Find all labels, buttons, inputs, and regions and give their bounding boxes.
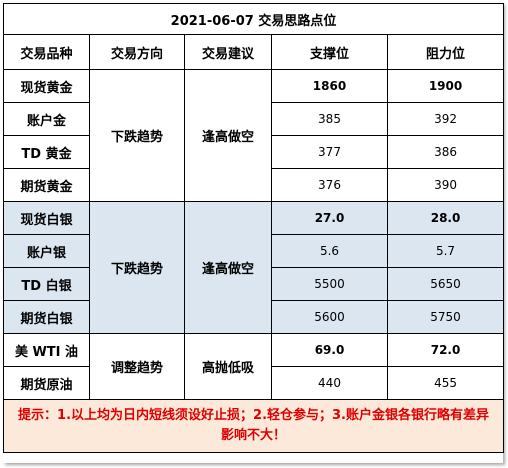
trading-levels-table-container: 2021-06-07 交易思路点位 交易品种 交易方向 交易建议 支撑位 阻力位… — [2, 3, 505, 463]
header-advice: 交易建议 — [184, 34, 272, 70]
trading-levels-table: 2021-06-07 交易思路点位 交易品种 交易方向 交易建议 支撑位 阻力位… — [2, 3, 505, 453]
product-cell: TD 黄金 — [3, 135, 90, 169]
product-cell: 美 WTI 油 — [3, 333, 90, 367]
advice-cell: 逢高做空 — [184, 69, 272, 202]
header-support: 支撑位 — [271, 34, 388, 70]
direction-cell: 调整趋势 — [89, 333, 185, 400]
support-cell: 5.6 — [271, 234, 388, 268]
support-cell: 69.0 — [271, 333, 388, 367]
support-cell: 27.0 — [271, 201, 388, 235]
product-cell: 账户金 — [3, 102, 90, 136]
support-cell: 1860 — [271, 69, 388, 103]
direction-cell: 下跌趋势 — [89, 201, 185, 334]
resistance-cell: 28.0 — [386, 201, 505, 235]
resistance-cell: 1900 — [386, 69, 505, 103]
table-row: TD 白银 5500 5650 — [3, 267, 505, 301]
table-row: 账户金 385 392 — [3, 102, 505, 136]
product-cell: TD 白银 — [3, 267, 90, 301]
support-cell: 376 — [271, 168, 388, 202]
table-row: 现货白银 下跌趋势 逢高做空 27.0 28.0 — [3, 201, 505, 334]
resistance-cell: 5.7 — [386, 234, 505, 268]
product-cell: 现货黄金 — [3, 69, 90, 103]
support-cell: 385 — [271, 102, 388, 136]
support-cell: 377 — [271, 135, 388, 169]
direction-cell: 下跌趋势 — [89, 69, 185, 202]
table-title: 2021-06-07 交易思路点位 — [2, 3, 505, 35]
resistance-cell: 72.0 — [386, 333, 505, 367]
resistance-cell: 5750 — [386, 300, 505, 334]
support-cell: 5500 — [271, 267, 388, 301]
header-resistance: 阻力位 — [386, 34, 505, 70]
table-row: 期货黄金 376 390 — [3, 168, 505, 202]
support-cell: 440 — [271, 366, 388, 400]
advice-cell: 逢高做空 — [184, 201, 272, 334]
resistance-cell: 390 — [386, 168, 505, 202]
resistance-cell: 386 — [386, 135, 505, 169]
product-cell: 期货白银 — [3, 300, 90, 334]
support-cell: 5600 — [271, 300, 388, 334]
table-row: 美 WTI 油 调整趋势 高抛低吸 69.0 72.0 — [3, 333, 505, 400]
table-row: TD 黄金 377 386 — [3, 135, 505, 169]
risk-note: 提示：1.以上均为日内短线须设好止损；2.轻仓参与；3.账户金银各银行略有差异影… — [2, 399, 505, 453]
resistance-cell: 392 — [386, 102, 505, 136]
table-row: 账户银 5.6 5.7 — [3, 234, 505, 268]
resistance-cell: 455 — [386, 366, 505, 400]
header-product: 交易品种 — [3, 34, 90, 70]
header-direction: 交易方向 — [89, 34, 185, 70]
table-row: 期货白银 5600 5750 — [3, 300, 505, 334]
product-cell: 期货黄金 — [3, 168, 90, 202]
table-row: 现货黄金 下跌趋势 逢高做空 1860 1900 — [3, 69, 505, 202]
product-cell: 期货原油 — [3, 366, 90, 400]
advice-cell: 高抛低吸 — [184, 333, 272, 400]
product-cell: 现货白银 — [3, 201, 90, 235]
product-cell: 账户银 — [3, 234, 90, 268]
resistance-cell: 5650 — [386, 267, 505, 301]
